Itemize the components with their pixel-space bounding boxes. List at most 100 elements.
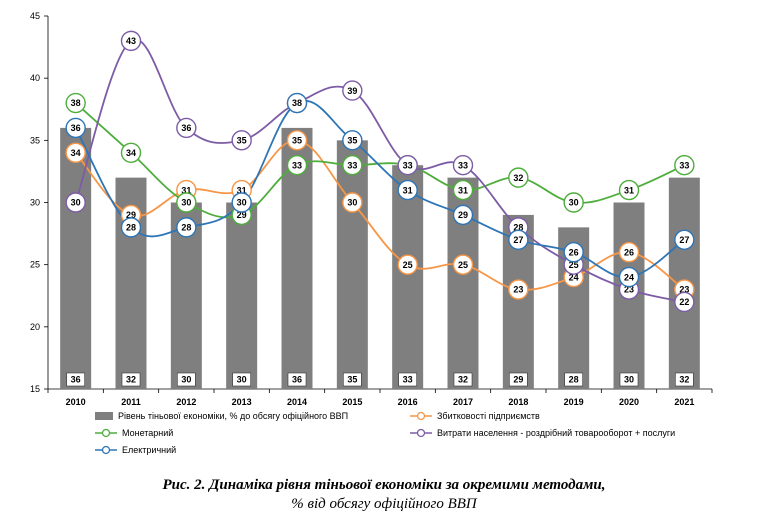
data-point-label: 31 <box>624 185 634 195</box>
data-point <box>674 154 695 176</box>
figure-caption: Рис. 2. Динаміка рівня тіньової економік… <box>0 476 768 514</box>
bar <box>392 165 424 389</box>
data-point-label: 29 <box>458 210 468 220</box>
legend-label: Електричний <box>122 445 176 455</box>
bar-value-label: 29 <box>513 375 523 385</box>
bars-layer: 36 32 30 30 36 35 33 32 29 28 30 32 <box>60 127 700 390</box>
data-point-label: 27 <box>513 235 523 245</box>
data-point-label: 30 <box>181 198 191 208</box>
data-point <box>508 279 529 300</box>
legend: Рівень тіньової економіки, % до обсягу о… <box>95 411 675 455</box>
data-point <box>176 192 197 213</box>
data-point <box>65 192 86 213</box>
bar-label-box <box>121 372 141 387</box>
data-point-label: 36 <box>71 123 81 133</box>
data-point-label: 27 <box>679 235 689 245</box>
data-point-label: 24 <box>624 272 634 282</box>
legend-marker <box>416 411 426 421</box>
y-tick-label: 35 <box>30 135 40 145</box>
data-point <box>674 291 695 313</box>
legend-marker <box>101 445 111 455</box>
data-point-label: 31 <box>403 185 413 195</box>
x-tick-label: 2020 <box>619 397 639 407</box>
x-tick-label: 2021 <box>674 397 694 407</box>
data-point <box>397 154 418 176</box>
data-point-label: 34 <box>71 148 81 158</box>
legend-bar-swatch <box>95 412 113 420</box>
data-point-label: 29 <box>237 210 247 220</box>
x-tick-label: 2012 <box>176 397 196 407</box>
data-point <box>286 92 308 114</box>
data-point-label: 35 <box>237 136 247 146</box>
y-tick-label: 15 <box>30 384 40 394</box>
data-point <box>397 254 418 275</box>
data-point-label: 43 <box>126 36 136 46</box>
series-line <box>74 139 685 291</box>
data-point-label: 33 <box>458 160 468 170</box>
data-point <box>452 254 474 275</box>
data-point-label: 32 <box>513 173 523 183</box>
bar-value-label: 35 <box>347 375 357 385</box>
data-point-label: 26 <box>569 247 579 257</box>
x-tick-label: 2016 <box>398 397 418 407</box>
data-point <box>286 130 308 151</box>
data-point <box>618 266 640 288</box>
caption-line-2: % від обсягу офіційного ВВП <box>291 496 477 512</box>
bar <box>226 202 258 389</box>
x-tick-label: 2017 <box>453 397 473 407</box>
data-point <box>508 229 529 251</box>
data-point-label: 28 <box>513 223 523 233</box>
data-point <box>342 154 363 176</box>
bar-value-label: 28 <box>569 375 579 385</box>
data-point-label: 23 <box>513 285 523 295</box>
data-point-label: 31 <box>237 185 247 195</box>
bar-value-label: 33 <box>403 375 413 385</box>
bar-value-label: 36 <box>292 375 302 385</box>
data-point-label: 35 <box>292 136 302 146</box>
bar-label-box <box>66 372 85 387</box>
x-tick-label: 2018 <box>508 397 528 407</box>
data-point <box>120 30 142 52</box>
axes: 15 20 25 30 35 40 45 2010 2011 2012 2013 2014 2015 20… <box>30 11 713 407</box>
bar-value-label: 32 <box>679 375 689 385</box>
bar-value-label: 30 <box>624 375 634 385</box>
y-tick-label: 20 <box>30 322 40 332</box>
bar-value-label: 30 <box>237 375 247 385</box>
x-tick-label: 2015 <box>342 397 362 407</box>
bar-label-box <box>619 372 639 387</box>
data-point <box>563 242 584 263</box>
data-point <box>674 229 695 251</box>
legend-label: Витрати населення - роздрібний товарообо… <box>437 428 675 438</box>
bar-label-box <box>343 372 362 387</box>
data-point-label: 33 <box>679 160 689 170</box>
bar-label-box <box>509 372 528 387</box>
bar-label-box <box>232 372 251 387</box>
y-tick-label: 25 <box>30 260 40 270</box>
data-point <box>508 167 529 188</box>
data-point <box>176 117 197 139</box>
y-tick-label: 45 <box>30 11 40 21</box>
data-point <box>452 204 474 226</box>
bar-value-label: 30 <box>181 375 191 385</box>
x-tick-label: 2011 <box>121 397 141 407</box>
x-tick-label: 2013 <box>232 397 252 407</box>
x-tick-label: 2014 <box>287 397 307 407</box>
data-point <box>176 217 197 238</box>
data-point-label: 30 <box>569 198 579 208</box>
data-point-label: 33 <box>292 160 302 170</box>
bar <box>336 140 368 389</box>
data-point <box>120 142 142 163</box>
bar-label-box <box>675 372 694 387</box>
data-point-label: 23 <box>679 285 689 295</box>
data-point-label: 34 <box>126 148 136 158</box>
data-point-label: 22 <box>679 297 689 307</box>
data-point-label: 30 <box>237 198 247 208</box>
data-point-label: 39 <box>347 86 357 96</box>
data-point-label: 28 <box>181 223 191 233</box>
data-point-label: 36 <box>181 123 191 133</box>
bar-label-box <box>564 372 583 387</box>
legend-label: Рівень тіньової економіки, % до обсягу о… <box>118 411 348 421</box>
caption-line-1: Рис. 2. Динаміка рівня тіньової економік… <box>162 477 606 493</box>
legend-label: Збитковості підприємств <box>437 411 540 421</box>
data-point-label: 28 <box>126 223 136 233</box>
